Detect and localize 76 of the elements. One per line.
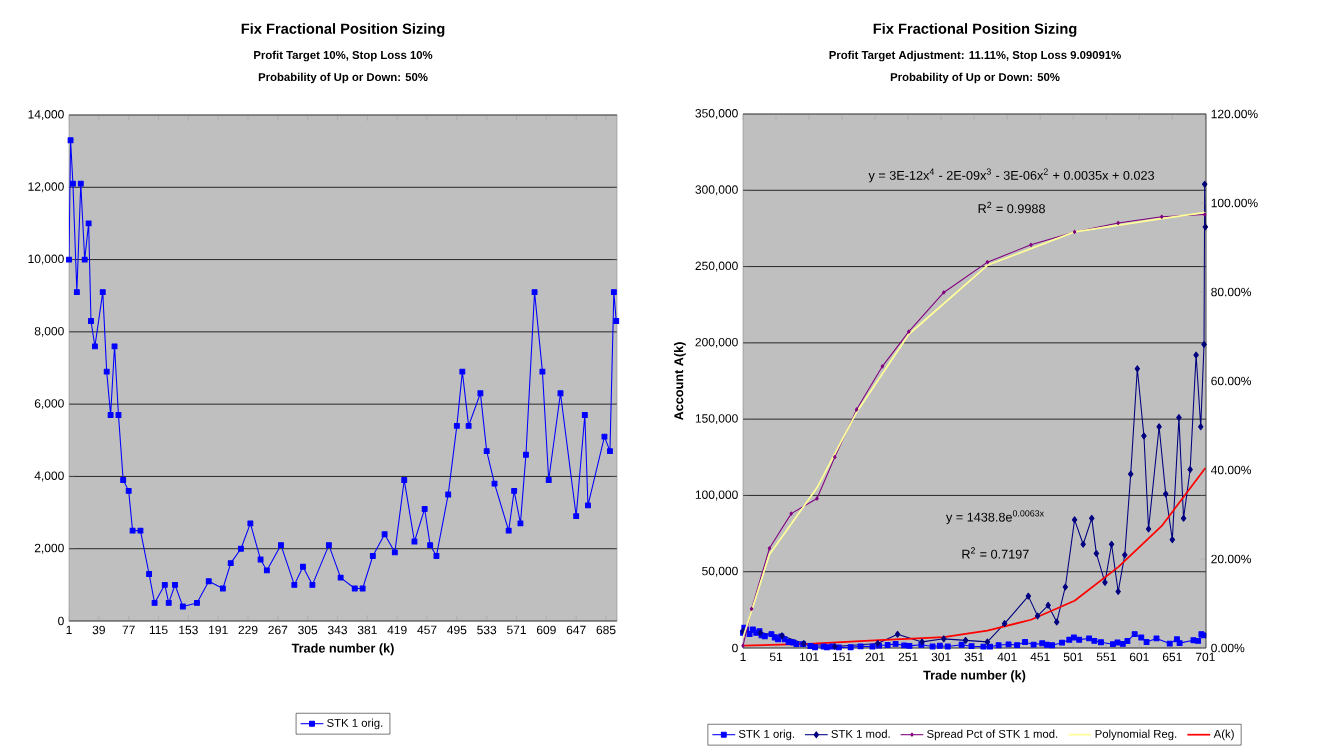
x-tick-label: 451: [1030, 652, 1050, 662]
y-tick-label: 14,000: [28, 110, 64, 120]
x-tick-label: 571: [506, 625, 526, 635]
y-tick-label: 12,000: [28, 182, 64, 193]
legend-label: A(k): [1213, 729, 1234, 741]
x-tick-label: 495: [447, 625, 467, 635]
y-tick-label: 8,000: [34, 326, 64, 337]
x-tick-label: 151: [832, 652, 852, 662]
annotation: R$^{2}$ = 0.7197: [962, 547, 1029, 559]
y-tick-label: 2,000: [34, 543, 64, 554]
legend-label: Spread Pct of STK 1 mod.: [927, 729, 1058, 741]
x-axis-title: Trade number (k): [291, 643, 394, 656]
x-tick-label: 601: [1129, 652, 1149, 662]
y-tick-label: 350,000: [695, 109, 738, 119]
y2-tick-label: 80.00%: [1211, 287, 1251, 297]
x-tick-label: 419: [387, 625, 407, 635]
annotation: y = 1438.8e$^{0.0063x}$: [945, 510, 1044, 525]
x-tick-label: 351: [964, 652, 984, 662]
y-tick-label: 250,000: [695, 261, 738, 272]
x-tick-label: 533: [477, 625, 497, 635]
y2-tick-label: 40.00%: [1210, 465, 1251, 475]
legend-label: STK 1 orig.: [738, 729, 794, 741]
annotation: R$^{2}$ = 0.9988: [978, 201, 1045, 214]
x-tick-label: 301: [931, 652, 951, 662]
y-tick-label: 150,000: [695, 414, 738, 425]
x-tick-label: 651: [1162, 652, 1182, 662]
x-tick-label: 305: [298, 625, 318, 635]
x-tick-label: 685: [596, 625, 616, 635]
legend-label: STK 1 mod.: [831, 729, 890, 738]
x-tick-label: 1: [66, 625, 72, 634]
x-tick-label: 501: [1063, 652, 1083, 662]
y2-tick-label: 120.00%: [1211, 109, 1258, 119]
x-tick-label: 51: [769, 652, 783, 662]
x-tick-label: 153: [179, 625, 198, 635]
y2-tick-label: 0.00%: [1211, 643, 1245, 653]
text: Probability of Up or Down: 50%: [258, 72, 428, 84]
x-tick-label: 229: [238, 625, 258, 635]
x-tick-label: 701: [1195, 652, 1215, 662]
x-tick-label: 39: [92, 625, 105, 635]
x-tick-label: 647: [566, 625, 586, 635]
y-tick-label: 300,000: [695, 185, 738, 196]
legend-label: Polynomial Reg.: [1095, 729, 1177, 741]
x-tick-label: 191: [209, 625, 228, 635]
y2-tick-label: 60.00%: [1211, 376, 1251, 386]
y-tick-label: 0: [58, 616, 64, 626]
y-tick-label: 200,000: [695, 337, 738, 348]
x-tick-label: 1: [740, 652, 746, 661]
x-tick-label: 343: [327, 625, 347, 635]
x-tick-label: 115: [149, 625, 168, 635]
annotation: y = 3E-12x$^{4}$ - 2E-09x$^{3}$ - 3E-06x$^{2}$ + 0.0035x + 0.023: [868, 168, 1155, 183]
chart-subtitle: Profit Target Adjustment: 11.11%, Stop Loss 9.09091%: [829, 50, 1121, 62]
y-tick-label: 6,000: [34, 399, 64, 410]
x-tick-label: 101: [799, 652, 819, 662]
x-tick-label: 267: [268, 625, 288, 635]
text: Probability of Up or Down: 50%: [890, 72, 1060, 84]
y2-tick-label: 20.00%: [1211, 554, 1251, 564]
x-tick-label: 401: [997, 652, 1017, 662]
legend-label: STK 1 orig.: [327, 718, 383, 730]
y-tick-label: 0: [732, 643, 738, 653]
y-tick-label: 100,000: [695, 490, 738, 501]
x-axis-title: Trade number (k): [923, 670, 1026, 683]
x-tick-label: 201: [865, 652, 885, 662]
y-axis-title: Account A(k): [673, 342, 686, 421]
x-tick-label: 381: [357, 625, 377, 635]
chart-title: Fix Fractional Position Sizing: [873, 23, 1077, 37]
chart-subtitle: Profit Target 10%, Stop Loss 10%: [254, 50, 433, 62]
y-tick-label: 10,000: [28, 254, 64, 265]
x-tick-label: 77: [122, 625, 135, 634]
y-tick-label: 4,000: [34, 471, 64, 482]
y-tick-label: 50,000: [702, 566, 738, 577]
x-tick-label: 551: [1096, 652, 1116, 662]
x-tick-label: 609: [536, 625, 556, 635]
x-tick-label: 457: [417, 625, 437, 635]
y2-tick-label: 100.00%: [1211, 198, 1258, 208]
chart-title: Fix Fractional Position Sizing: [241, 23, 445, 37]
x-tick-label: 251: [898, 652, 918, 662]
